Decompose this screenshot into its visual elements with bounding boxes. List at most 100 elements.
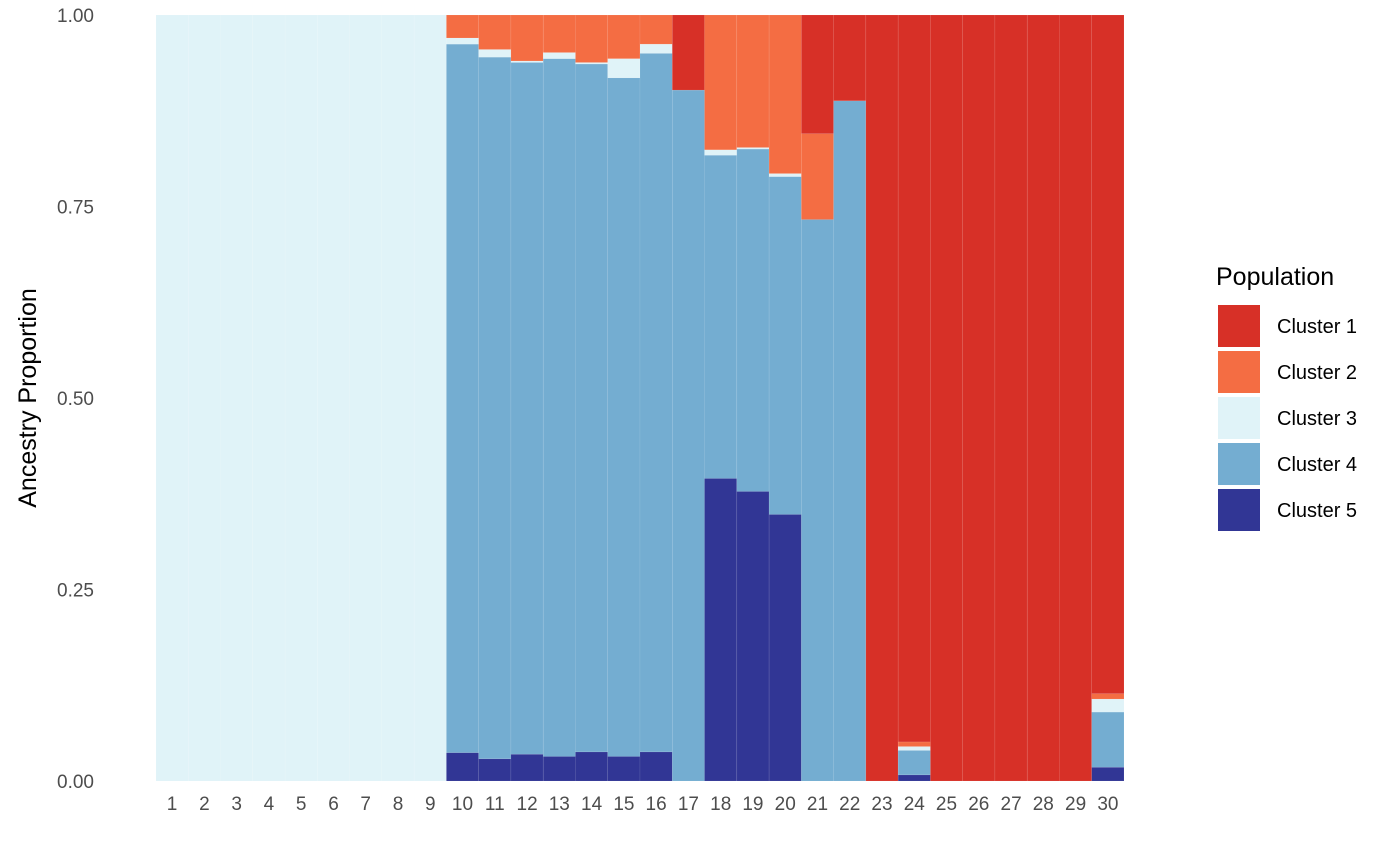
bars-layer (155, 14, 1125, 782)
x-tick-label: 7 (360, 794, 371, 815)
bar-segment-5-3 (284, 14, 318, 782)
x-tick-label: 8 (393, 794, 404, 815)
legend-swatch (1216, 303, 1262, 349)
bar-segment-11-4 (478, 14, 512, 50)
x-tick-label: 10 (452, 794, 473, 815)
bar-segment-3-3 (220, 14, 254, 782)
bar-segment-18-1 (704, 478, 738, 782)
bar-segment-15-4 (607, 14, 641, 59)
bar-segment-22-2 (833, 100, 867, 782)
x-tick-label: 17 (678, 794, 699, 815)
bar-segment-6-3 (317, 14, 350, 782)
bar-segment-30-1 (1091, 766, 1125, 782)
y-tick-label: 0.50 (57, 389, 94, 410)
y-axis-ticks: 0.00 0.25 0.50 0.75 1.00 (57, 6, 94, 793)
bar-segment-17-2 (671, 89, 705, 782)
y-tick-label: 0.75 (57, 198, 94, 219)
legend-swatch (1216, 441, 1262, 487)
x-tick-label: 15 (613, 794, 634, 815)
bar-segment-11-2 (478, 56, 512, 760)
bar-segment-19-1 (736, 491, 770, 782)
y-tick-label: 1.00 (57, 6, 94, 27)
bar-segment-15-3 (607, 58, 641, 79)
x-tick-label: 25 (936, 794, 957, 815)
legend-label: Cluster 3 (1277, 408, 1357, 430)
x-axis-ticks: 1 2 3 4 5 6 7 8 9 10 11 12 13 14 15 16 17 18 19 20 21 22 23 24 2… (167, 794, 1119, 815)
bar-segment-24-3 (897, 746, 931, 751)
x-tick-label: 16 (646, 794, 667, 815)
x-tick-label: 13 (549, 794, 570, 815)
legend-swatch (1216, 349, 1262, 395)
x-tick-label: 28 (1033, 794, 1054, 815)
bar-segment-16-1 (639, 751, 673, 782)
bar-segment-10-3 (446, 37, 479, 45)
bar-segment-14-4 (575, 14, 609, 63)
bar-segment-21-2 (801, 219, 834, 782)
bar-segment-14-2 (575, 63, 609, 753)
bar-segment-20-2 (768, 176, 802, 515)
legend-label: Cluster 2 (1277, 362, 1357, 384)
bar-segment-15-1 (607, 756, 641, 782)
legend-swatch (1216, 395, 1262, 441)
x-tick-label: 18 (710, 794, 731, 815)
bar-segment-1-3 (155, 14, 189, 782)
bar-segment-20-1 (768, 514, 802, 782)
x-tick-label: 14 (581, 794, 603, 815)
legend-label: Cluster 4 (1277, 454, 1357, 476)
legend-label: Cluster 1 (1277, 316, 1357, 338)
bar-segment-29-5 (1059, 14, 1093, 782)
bar-segment-26-5 (962, 14, 996, 782)
bar-segment-27-5 (994, 14, 1028, 782)
bar-segment-9-3 (413, 14, 447, 782)
x-tick-label: 22 (839, 794, 860, 815)
bar-segment-21-5 (801, 14, 834, 135)
bar-segment-20-4 (768, 14, 802, 174)
x-tick-label: 29 (1065, 794, 1086, 815)
x-tick-label: 5 (296, 794, 307, 815)
bar-segment-25-5 (930, 14, 963, 782)
bar-segment-13-4 (542, 14, 576, 53)
bar-segment-13-2 (542, 58, 576, 757)
bar-segment-18-4 (704, 14, 738, 151)
x-tick-label: 12 (517, 794, 538, 815)
bar-segment-21-4 (801, 133, 834, 220)
legend-swatch (1216, 487, 1262, 533)
x-tick-label: 30 (1097, 794, 1118, 815)
legend-title: Population (1216, 263, 1334, 291)
bar-segment-18-3 (704, 149, 738, 156)
bar-segment-30-4 (1091, 693, 1125, 700)
bar-segment-23-5 (865, 14, 899, 782)
bar-segment-24-2 (897, 750, 931, 776)
bar-segment-11-3 (478, 49, 512, 58)
bar-segment-24-4 (897, 741, 931, 747)
bar-segment-8-3 (381, 14, 415, 782)
bar-segment-12-1 (510, 753, 544, 782)
bar-segment-16-3 (639, 43, 673, 54)
x-tick-label: 27 (1001, 794, 1022, 815)
bar-segment-24-5 (897, 14, 931, 743)
x-tick-label: 9 (425, 794, 436, 815)
y-tick-label: 0.00 (57, 772, 94, 793)
bar-segment-19-2 (736, 148, 770, 492)
x-tick-label: 1 (167, 794, 178, 815)
y-axis-title: Ancestry Proportion (14, 288, 42, 508)
bar-segment-16-4 (639, 14, 673, 45)
bar-segment-16-2 (639, 52, 673, 753)
bar-segment-22-5 (833, 14, 867, 102)
x-tick-label: 26 (968, 794, 989, 815)
x-tick-label: 24 (904, 794, 926, 815)
x-tick-label: 19 (742, 794, 763, 815)
legend-label: Cluster 5 (1277, 500, 1357, 522)
bar-segment-15-2 (607, 77, 641, 757)
x-tick-label: 4 (264, 794, 275, 815)
x-tick-label: 20 (775, 794, 796, 815)
x-tick-label: 23 (871, 794, 892, 815)
bar-segment-10-4 (446, 14, 479, 39)
bar-segment-30-3 (1091, 698, 1125, 713)
bar-segment-10-2 (446, 43, 479, 753)
x-tick-label: 21 (807, 794, 828, 815)
x-tick-label: 11 (485, 794, 505, 815)
bar-segment-12-2 (510, 62, 544, 755)
bar-segment-10-1 (446, 752, 479, 782)
